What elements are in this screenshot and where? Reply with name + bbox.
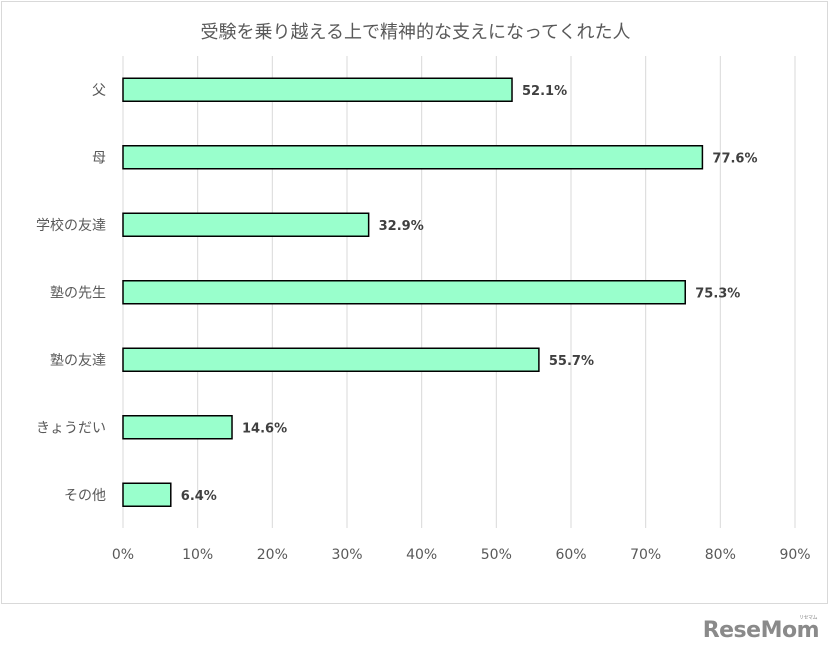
x-tick-label: 70% [630,547,661,563]
bars [122,77,704,507]
bar [122,212,370,237]
data-label: 55.7% [549,354,594,369]
category-label: 塾の先生 [50,285,106,301]
data-label: 6.4% [181,489,217,504]
x-tick-label: 50% [481,547,512,563]
x-tick-label: 20% [257,547,288,563]
category-label: 学校の友達 [36,217,106,234]
bar [122,280,686,305]
chart-title: 受験を乗り越える上で精神的な支えになってくれた人 [200,22,631,43]
x-axis-tick-labels: 0% 10% 20% 30% 40% 50% 60% 70% 80% 90% [112,547,811,563]
bar [122,415,233,440]
data-label: 14.6% [242,421,287,436]
data-label: 75.3% [695,286,740,301]
data-label: 32.9% [379,219,424,234]
x-tick-label: 60% [555,547,586,563]
x-tick-label: 0% [112,547,134,563]
category-label: その他 [64,488,106,504]
resemom-logo: ReseMom リセマム [702,615,820,643]
category-label: きょうだい [36,420,106,436]
x-tick-label: 90% [779,547,810,563]
category-label: 塾の友達 [50,353,106,369]
x-tick-label: 10% [182,547,213,563]
category-label: 母 [92,150,106,166]
bar [122,482,172,507]
bar [122,77,513,102]
data-label: 77.6% [712,151,757,166]
x-tick-label: 30% [331,547,362,563]
bar [122,145,704,170]
bar [122,347,540,372]
data-label: 52.1% [522,84,567,99]
category-label: 父 [92,83,106,99]
x-tick-label: 80% [705,547,736,563]
x-tick-label: 40% [406,547,437,563]
data-labels: 52.1% 77.6% 32.9% 75.3% 55.7% 14.6% 6.4% [181,84,758,504]
